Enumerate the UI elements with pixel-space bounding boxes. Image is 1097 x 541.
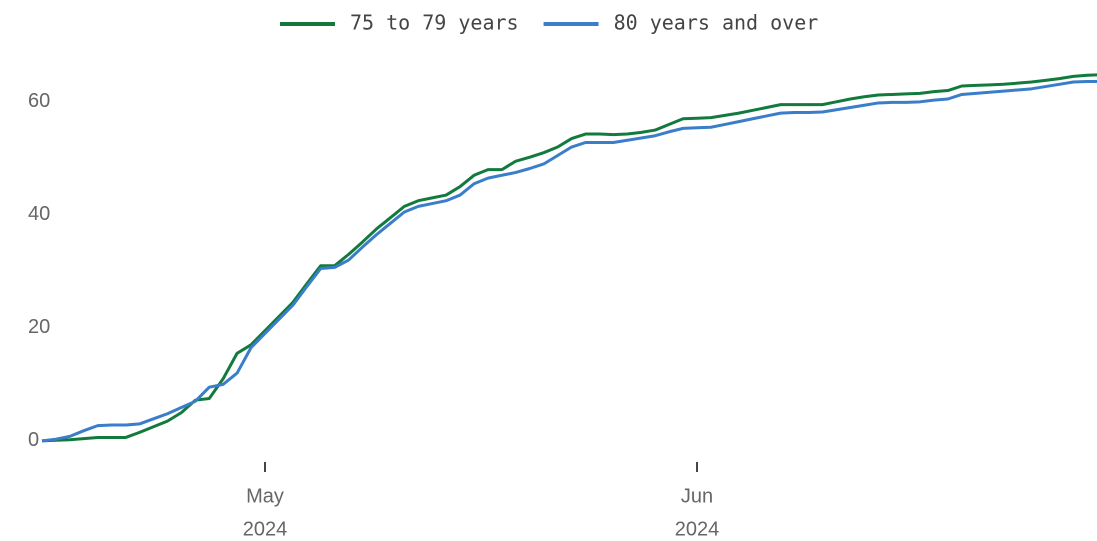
legend-text: 75 to 79 years [350,11,519,35]
series-line [41,79,1097,443]
x-tick-label: Jun [681,485,713,507]
y-tick-label: 60 [28,90,50,112]
y-tick-label: 40 [28,203,50,225]
x-tick-label: 2024 [243,518,288,540]
x-tick-label: May [246,485,284,507]
legend-text: 80 years and over [614,11,819,35]
y-tick-label: 20 [28,316,50,338]
x-tick-label: 2024 [675,518,720,540]
plot-area [41,73,1097,443]
y-tick-label: 0 [28,429,39,451]
series-line [41,73,1097,443]
